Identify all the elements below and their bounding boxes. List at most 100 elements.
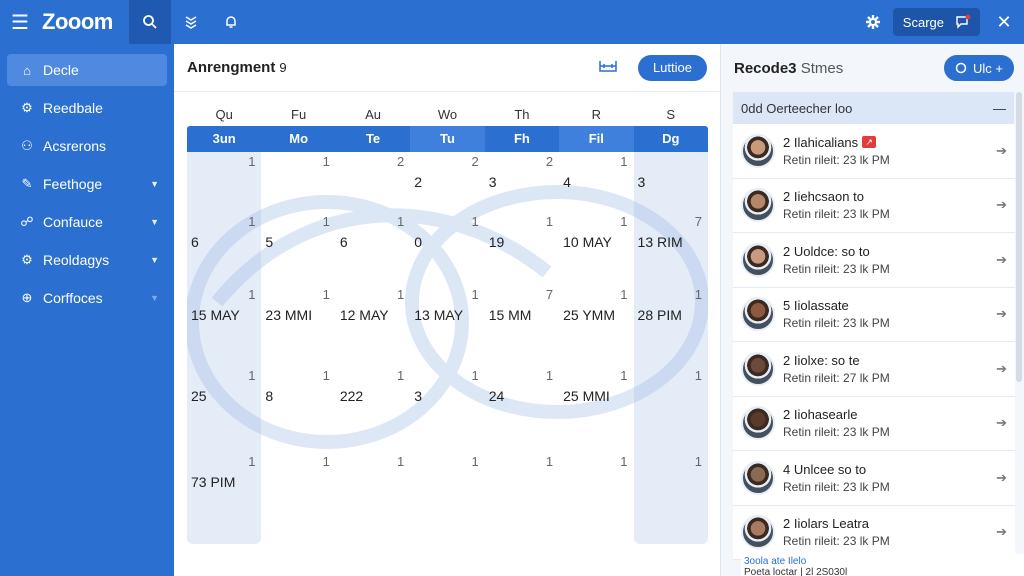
calendar-cell[interactable]: 15 MM 7 xyxy=(485,285,559,345)
calendar-cell[interactable]: 19 1 xyxy=(485,212,559,272)
day-header[interactable]: Fh xyxy=(513,131,530,146)
calendar-cell[interactable]: 1 xyxy=(336,452,410,512)
record-list-item[interactable]: 2 Iiolxe: so te Retin rileit: 27 lk PM ➔ xyxy=(733,342,1015,397)
calendar-cell-count: 1 xyxy=(471,454,479,469)
calendar-cell[interactable]: 1 xyxy=(634,366,708,426)
settings-gear-icon[interactable] xyxy=(853,0,893,44)
day-header[interactable]: Dg xyxy=(662,131,680,146)
record-meta: 4 Unlcee so to Retin rileit: 23 lk PM xyxy=(783,462,996,494)
calendar-cell[interactable]: 1 xyxy=(261,452,335,512)
calendar-cell[interactable]: 12 MAY 1 xyxy=(336,285,410,345)
record-subtitle: Retin rileit: 23 lk PM xyxy=(783,534,890,549)
calendar-cell-date: 12 MAY xyxy=(339,307,389,323)
arrow-right-icon[interactable]: ➔ xyxy=(996,415,1007,431)
calendar-cell-count: 1 xyxy=(248,214,256,229)
calendar-cell[interactable]: 1 xyxy=(634,452,708,512)
calendar-cell[interactable]: 10 MAY 1 xyxy=(559,212,633,272)
calendar-cell[interactable]: 3 xyxy=(634,152,708,212)
day-header[interactable]: Fil xyxy=(559,126,634,152)
day-header[interactable]: Tu xyxy=(410,126,485,152)
search-button[interactable] xyxy=(129,0,171,44)
group-header[interactable]: 0dd Oerteecher loo — xyxy=(733,92,1014,124)
record-name-row: 5 Iiolassate xyxy=(783,298,996,313)
calendar-action-button[interactable]: Luttioe xyxy=(637,54,707,81)
calendar-cell[interactable]: 25 YMM 1 xyxy=(559,285,633,345)
record-list-item[interactable]: 2 Iiolars Leatra Retin rileit: 23 lk PM ➔ xyxy=(733,505,1015,560)
calendar-cell-count: 1 xyxy=(545,368,554,383)
layers-icon[interactable] xyxy=(171,0,211,44)
arrow-right-icon[interactable]: ➔ xyxy=(996,524,1007,540)
calendar-cell[interactable]: 13 RIM 7 xyxy=(634,212,708,272)
record-subtitle: Retin rileit: 27 lk PM xyxy=(783,370,890,385)
record-list-item[interactable]: 2 Uoldce: so to Retin rileit: 23 lk PM ➔ xyxy=(733,233,1015,288)
user-menu-button[interactable]: Scarge xyxy=(892,8,980,36)
menu-icon[interactable]: ☰ xyxy=(11,11,29,34)
sidebar-item-confauce[interactable]: ☍ Confauce ▼ xyxy=(7,206,167,238)
panel-add-button[interactable]: Ulc + xyxy=(944,55,1014,81)
calendar-cell[interactable]: 1 xyxy=(559,452,633,512)
close-icon[interactable]: ✕ xyxy=(996,11,1012,32)
calendar-cell[interactable]: 222 1 xyxy=(336,366,410,426)
record-name-row: 2 Ilahicalians ↗ xyxy=(783,135,996,150)
calendar-cell-count: 1 xyxy=(620,214,628,229)
records-panel: Recode3 Stmes Ulc + 0dd Oerteecher loo —… xyxy=(720,44,1024,576)
dow-label: R xyxy=(591,107,602,122)
edit-icon: ✎ xyxy=(21,176,33,191)
arrow-right-icon[interactable]: ➔ xyxy=(996,469,1007,485)
calendar-cell[interactable]: 15 MAY 1 xyxy=(187,285,261,345)
arrow-right-icon[interactable]: ➔ xyxy=(996,306,1007,322)
calendar-cell[interactable]: 13 MAY 1 xyxy=(410,285,484,345)
arrow-right-icon[interactable]: ➔ xyxy=(996,360,1007,376)
bell-icon[interactable] xyxy=(211,0,251,44)
sidebar-item-reoldagys[interactable]: ⚙ Reoldagys ▼ xyxy=(7,244,167,276)
calendar-cell[interactable]: 1 xyxy=(485,452,559,512)
user-label: Scarge xyxy=(902,14,944,30)
calendar-cell-count: 1 xyxy=(322,214,330,229)
sidebar-item-reedbale[interactable]: ⚙ Reedbale xyxy=(7,92,167,124)
record-list-item[interactable]: 2 Iiohasearle Retin rileit: 23 lk PM ➔ xyxy=(733,396,1015,451)
record-list-item[interactable]: 4 Unlcee so to Retin rileit: 23 lk PM ➔ xyxy=(733,451,1015,506)
calendar-cell[interactable]: 25 MMI 1 xyxy=(559,366,633,426)
record-name: 2 Iiehcsaon to xyxy=(783,189,864,205)
sidebar-item-corffoces[interactable]: ⊕ Corffoces ▼ xyxy=(7,282,167,314)
scrollbar[interactable] xyxy=(1016,92,1022,382)
calendar-cell-count: 1 xyxy=(694,287,702,302)
calendar-cell[interactable]: 23 MMI 1 xyxy=(261,285,335,345)
calendar-cell[interactable]: 73 PIM 1 xyxy=(187,452,261,512)
collapse-icon[interactable]: — xyxy=(993,100,1006,116)
day-header[interactable]: Te xyxy=(365,131,381,146)
arrow-right-icon[interactable]: ➔ xyxy=(996,197,1007,213)
record-list-item[interactable]: 2 Ilahicalians ↗ Retin rileit: 23 lk PM ➔ xyxy=(733,124,1015,179)
day-header[interactable]: Mo xyxy=(289,131,309,146)
arrow-right-icon[interactable]: ➔ xyxy=(996,251,1007,267)
record-name: 2 Iiolxe: so te xyxy=(783,352,860,368)
calendar-cell[interactable]: 1 xyxy=(261,152,335,212)
sidebar-item-acsrerons[interactable]: ⚇ Acsrerons xyxy=(7,130,167,162)
calendar-cell[interactable]: 24 1 xyxy=(485,366,559,426)
sidebar-item-decle[interactable]: ⌂ Decle xyxy=(7,54,167,86)
record-name: 2 Uoldce: so to xyxy=(783,243,870,259)
calendar-cell-date: 23 MMI xyxy=(265,307,313,323)
calendar-cell[interactable]: 25 1 xyxy=(187,366,261,426)
gear-icon: ⚙ xyxy=(21,100,33,115)
day-header[interactable]: 3un xyxy=(212,131,236,146)
sidebar-item-feethoge[interactable]: ✎ Feethoge ▼ xyxy=(7,168,167,200)
calendar-cell[interactable]: 1 xyxy=(187,152,261,212)
record-subtitle: Retin rileit: 23 lk PM xyxy=(783,316,890,331)
arrow-right-icon[interactable]: ➔ xyxy=(996,142,1007,158)
calendar-cell[interactable]: 2 xyxy=(336,152,410,212)
date-range-icon[interactable] xyxy=(598,59,618,76)
calendar-cell[interactable]: 28 PIM 1 xyxy=(634,285,708,345)
record-list-item[interactable]: 2 Iiehcsaon to Retin rileit: 23 lk PM ➔ xyxy=(733,178,1015,233)
calendar-cell[interactable]: 1 xyxy=(410,452,484,512)
record-list-item[interactable]: 5 Iiolassate Retin rileit: 23 lk PM ➔ xyxy=(733,287,1015,342)
